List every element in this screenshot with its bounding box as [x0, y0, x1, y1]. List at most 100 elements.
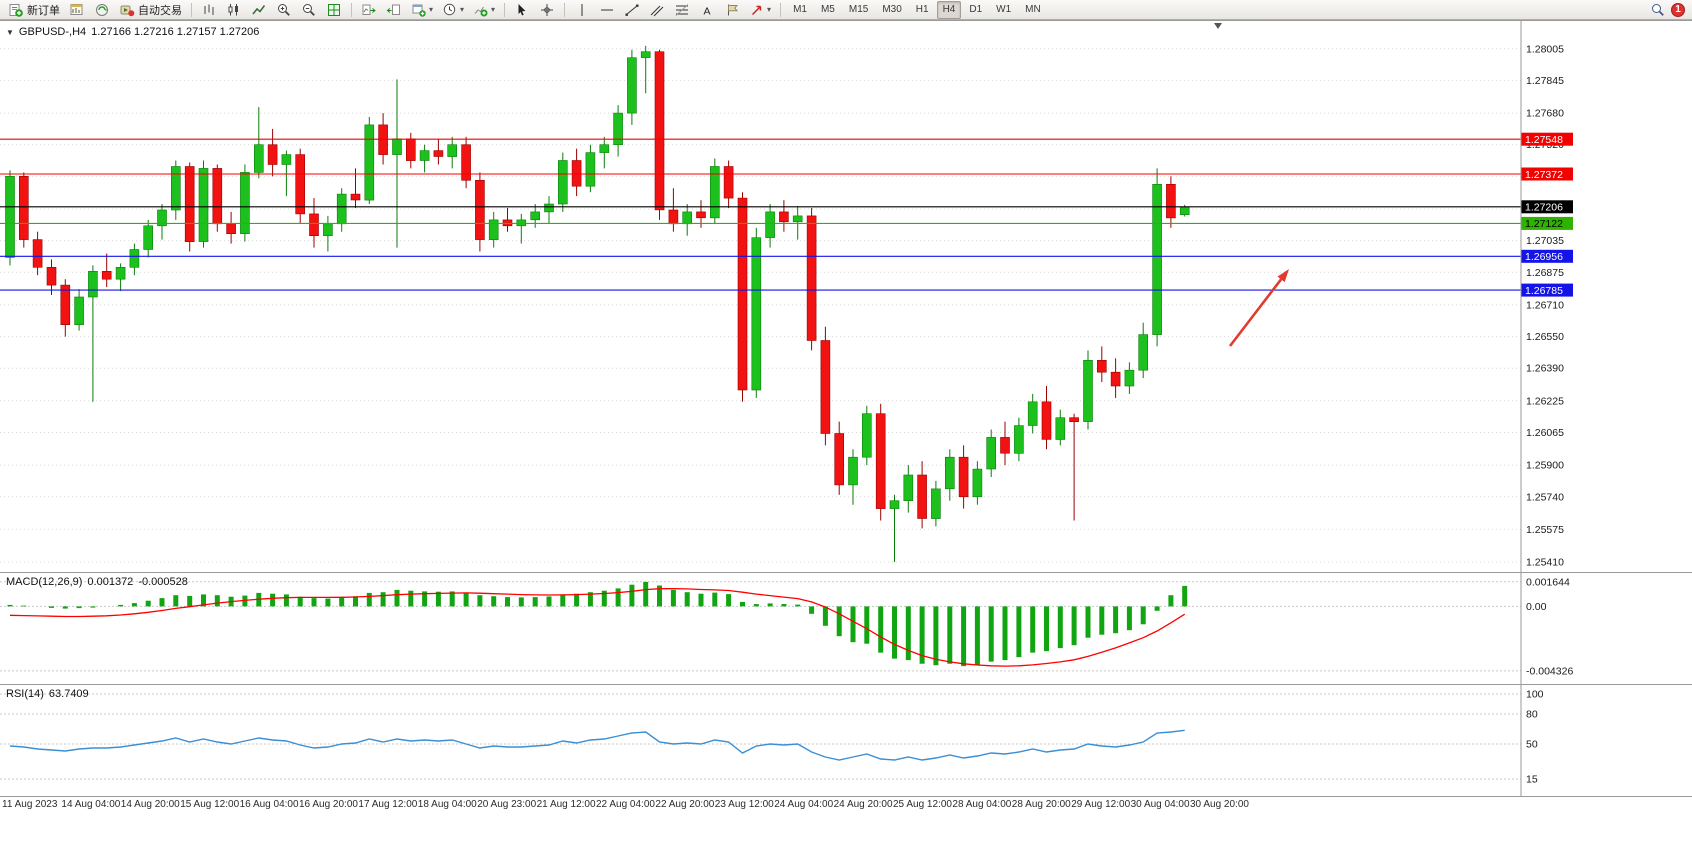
candle	[1152, 184, 1162, 335]
price-axis-label: 1.26550	[1526, 331, 1564, 343]
candle	[1097, 359, 1107, 373]
candlestick-mode-button[interactable]	[222, 1, 246, 19]
candle	[1069, 417, 1079, 423]
zoom-out-button[interactable]	[297, 1, 321, 19]
new-order-button[interactable]: 新订单	[4, 1, 64, 19]
candle	[1041, 401, 1052, 440]
tile-windows-button[interactable]	[322, 1, 346, 19]
rsi-axis-label: 50	[1526, 739, 1538, 751]
candle	[46, 267, 57, 286]
price-tag-label: 1.27372	[1525, 169, 1563, 181]
indicators-button[interactable]: ▾	[469, 1, 499, 19]
candle	[751, 237, 762, 391]
price-tag-label: 1.26956	[1525, 251, 1563, 263]
candle	[433, 150, 444, 157]
timeframe-button-d1[interactable]: D1	[963, 1, 988, 19]
search-icon[interactable]	[1650, 2, 1666, 18]
channel-tool-button[interactable]	[645, 1, 669, 19]
candle	[820, 340, 831, 434]
candle	[557, 160, 568, 205]
toolbar-right-group: 1	[1650, 2, 1688, 18]
rsi-panel[interactable]: 100 80 50 15	[0, 684, 1692, 797]
timeframe-button-m5[interactable]: M5	[815, 1, 841, 19]
rsi-name: RSI(14)	[6, 688, 44, 700]
timeframe-button-w1[interactable]: W1	[990, 1, 1017, 19]
time-axis[interactable]: 11 Aug 2023 14 Aug 04:00 14 Aug 20:00 15 Au…	[0, 798, 1692, 814]
candle	[654, 51, 665, 211]
crosshair-tool-button[interactable]	[535, 1, 559, 19]
candle	[723, 166, 734, 199]
time-axis-label: 23 Aug 12:00	[714, 799, 774, 810]
time-axis-label: 14 Aug 04:00	[61, 799, 121, 810]
fibonacci-tool-button[interactable]	[670, 1, 694, 19]
price-axis-label: 1.25900	[1526, 460, 1564, 472]
time-axis-label: 22 Aug 20:00	[655, 799, 715, 810]
time-axis-label: 30 Aug 20:00	[1190, 799, 1249, 810]
candle	[157, 209, 167, 227]
chart-shift-button[interactable]	[382, 1, 406, 19]
timeframe-button-h4[interactable]: H4	[936, 0, 962, 19]
periods-button[interactable]: ▾	[438, 1, 468, 19]
price-tag[interactable]	[1521, 132, 1573, 146]
bar-chart-mode-button[interactable]	[197, 1, 221, 19]
candle	[364, 124, 375, 201]
trendline-tool-button[interactable]	[620, 1, 644, 19]
candle	[309, 213, 319, 236]
zoom-in-button[interactable]	[272, 1, 296, 19]
symbol-period-label: GBPUSD-,H4	[18, 26, 87, 38]
arrows-tool-button[interactable]: ▾	[745, 1, 775, 19]
candle	[350, 193, 361, 201]
timeframe-button-m15[interactable]: M15	[843, 1, 874, 19]
candle	[1000, 437, 1010, 454]
price-axis-label: 1.27845	[1526, 75, 1564, 87]
candle	[254, 144, 264, 173]
candle	[5, 176, 15, 258]
chevron-down-icon: ▾	[491, 5, 496, 14]
candle	[488, 219, 499, 240]
main-chart[interactable]: 1.280051.278451.276801.275201.273601.271…	[0, 20, 1692, 572]
candle	[627, 57, 637, 114]
line-chart-icon	[251, 2, 267, 18]
line-chart-mode-button[interactable]	[247, 1, 271, 19]
new-order-label: 新订单	[27, 4, 60, 17]
price-tag[interactable]	[1521, 200, 1573, 214]
timeframe-button-h1[interactable]: H1	[910, 1, 935, 19]
text-tool-button[interactable]: A	[695, 1, 719, 19]
timeframe-button-m1[interactable]: M1	[787, 1, 813, 19]
vertical-line-tool-button[interactable]	[570, 1, 594, 19]
macd-panel[interactable]: 0.001644 0.00 -0.004326	[0, 572, 1692, 684]
price-tag[interactable]	[1521, 167, 1573, 181]
macd-label-row: MACD(12,26,9) 0.001372 -0.000528	[6, 576, 188, 588]
candle	[32, 239, 43, 268]
symbol-collapse-icon[interactable]: ▼	[6, 27, 14, 37]
notification-badge[interactable]: 1	[1671, 2, 1685, 17]
chart-shift-marker[interactable]	[1214, 23, 1222, 29]
rsi-axis-label: 100	[1526, 689, 1544, 701]
candle	[60, 284, 71, 326]
chart-window-button[interactable]	[65, 1, 89, 19]
auto-trading-button[interactable]: 自动交易	[115, 1, 186, 19]
horizontal-line-tool-button[interactable]	[595, 1, 619, 19]
price-tag[interactable]	[1521, 249, 1573, 263]
timeframe-button-mn[interactable]: MN	[1019, 1, 1047, 19]
new-chart-button[interactable]: ▾	[407, 1, 437, 19]
arrow-shapes-icon	[749, 2, 765, 18]
toolbar-separator	[191, 2, 192, 17]
cursor-tool-button[interactable]	[510, 1, 534, 19]
price-tag[interactable]	[1521, 216, 1573, 230]
candle	[461, 144, 471, 181]
toolbar-separator	[780, 2, 782, 17]
ohlc-readout: 1.27166 1.27216 1.27157 1.27206	[91, 26, 260, 38]
timeframe-button-m30[interactable]: M30	[876, 1, 907, 19]
price-axis-label: 1.25740	[1526, 491, 1564, 503]
trend-arrow-annotation[interactable]	[1228, 269, 1289, 347]
expert-advisors-button[interactable]	[90, 1, 114, 19]
price-tag[interactable]	[1521, 283, 1573, 297]
candle	[986, 437, 997, 470]
candle	[419, 150, 430, 161]
candle	[74, 296, 84, 326]
auto-scroll-button[interactable]	[357, 1, 381, 19]
label-tool-button[interactable]	[720, 1, 744, 19]
candle	[737, 197, 748, 391]
candle	[171, 166, 181, 211]
